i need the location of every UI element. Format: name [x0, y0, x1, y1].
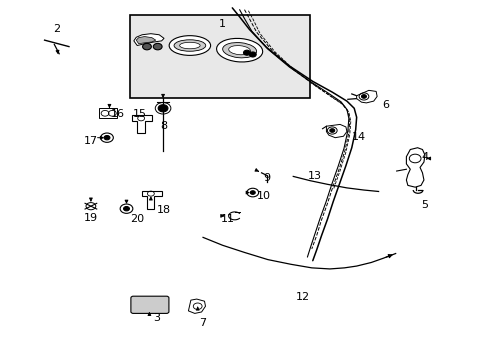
Text: 7: 7: [199, 319, 206, 328]
Bar: [99, 108, 117, 118]
Polygon shape: [142, 191, 161, 209]
Text: 6: 6: [382, 100, 388, 110]
Polygon shape: [326, 125, 346, 138]
Text: 9: 9: [263, 173, 269, 183]
Text: 12: 12: [295, 292, 309, 302]
Polygon shape: [356, 90, 376, 103]
Circle shape: [249, 52, 256, 57]
Ellipse shape: [228, 46, 250, 55]
Text: 10: 10: [257, 191, 270, 201]
Circle shape: [153, 43, 162, 50]
Text: 3: 3: [153, 313, 160, 323]
Ellipse shape: [222, 42, 256, 58]
Text: 11: 11: [220, 215, 234, 224]
Ellipse shape: [174, 40, 205, 51]
Polygon shape: [134, 34, 163, 45]
Circle shape: [123, 207, 129, 211]
Circle shape: [250, 191, 255, 194]
Text: 8: 8: [160, 121, 167, 131]
Text: 4: 4: [421, 152, 427, 162]
Text: 16: 16: [110, 109, 124, 119]
Circle shape: [329, 129, 334, 132]
Text: 20: 20: [130, 215, 144, 224]
Text: 18: 18: [157, 206, 171, 216]
Text: 19: 19: [83, 213, 98, 222]
Polygon shape: [132, 116, 152, 134]
Circle shape: [104, 135, 110, 140]
Polygon shape: [136, 37, 156, 44]
Text: 1: 1: [219, 19, 225, 29]
Text: 5: 5: [421, 200, 427, 210]
Bar: [130, 15, 310, 98]
Circle shape: [361, 95, 366, 98]
Ellipse shape: [169, 36, 210, 55]
Circle shape: [243, 50, 250, 55]
Ellipse shape: [216, 39, 262, 62]
Circle shape: [142, 43, 151, 50]
Ellipse shape: [179, 42, 200, 49]
Polygon shape: [188, 299, 205, 314]
Text: 14: 14: [351, 132, 366, 142]
Text: 2: 2: [53, 24, 60, 35]
Polygon shape: [406, 148, 424, 187]
FancyBboxPatch shape: [131, 296, 168, 314]
Text: 17: 17: [83, 136, 98, 145]
Text: 15: 15: [132, 109, 146, 119]
Circle shape: [158, 105, 167, 112]
Text: 13: 13: [307, 171, 322, 181]
